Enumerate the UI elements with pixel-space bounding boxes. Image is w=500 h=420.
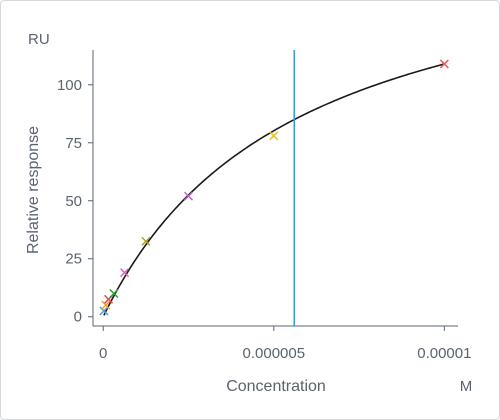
y-unit-label: RU: [28, 31, 50, 48]
data-point-4: [120, 268, 130, 278]
data-point-6: [183, 191, 194, 201]
y-tick-label-3: 75: [65, 135, 82, 152]
data-point-1: [101, 300, 111, 310]
axes: [92, 50, 458, 327]
y-tick-label-1: 25: [65, 251, 82, 268]
x-tick-label-0: 0: [99, 345, 107, 362]
x-tick-label-2: 0.00001: [417, 345, 471, 362]
data-point-7: [269, 131, 279, 141]
y-axis-title: Relative response: [25, 126, 42, 254]
data-point-5: [141, 236, 151, 246]
x-unit-label: M: [460, 378, 473, 395]
data-point-3: [109, 288, 119, 299]
fit-curve: [103, 63, 445, 316]
data-point-0: [99, 306, 109, 316]
y-tick-label-0: 0: [74, 309, 82, 326]
data-point-8: [439, 59, 449, 69]
plot-area: [99, 50, 449, 326]
ticks: 0 25 50 75 100 0 0.000005 0.00001: [57, 77, 472, 362]
y-tick-label-4: 100: [57, 77, 82, 94]
x-axis-title: Concentration: [226, 378, 326, 395]
x-tick-label-1: 0.000005: [243, 345, 306, 362]
y-tick-label-2: 50: [65, 193, 82, 210]
